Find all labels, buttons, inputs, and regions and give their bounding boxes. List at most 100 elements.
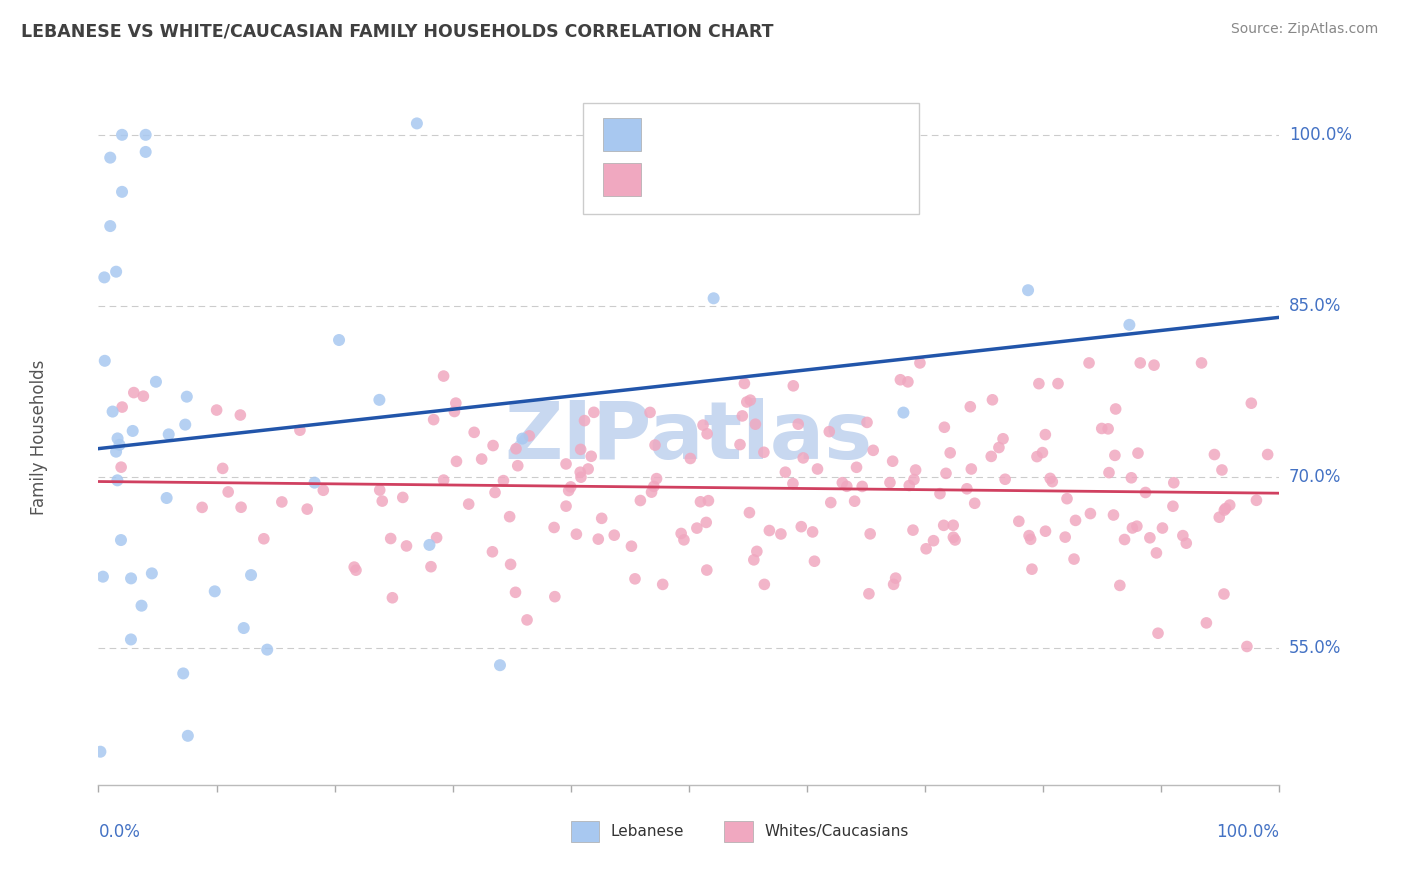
Point	[121, 424, 143, 438]
Point	[758, 524, 780, 538]
FancyBboxPatch shape	[571, 822, 599, 842]
Point	[1135, 485, 1157, 500]
Point	[172, 666, 194, 681]
Point	[1064, 513, 1087, 527]
Point	[135, 128, 157, 142]
Point	[943, 533, 966, 547]
Point	[695, 516, 717, 530]
Point	[457, 497, 479, 511]
Point	[669, 526, 692, 541]
Point	[1098, 466, 1121, 480]
Point	[806, 462, 828, 476]
Point	[98, 219, 121, 233]
Point	[901, 523, 924, 537]
Point	[1144, 546, 1167, 560]
Point	[371, 494, 394, 508]
Point	[1213, 587, 1236, 601]
Point	[576, 462, 599, 476]
Point	[856, 416, 879, 430]
Point	[879, 475, 901, 490]
Point	[686, 521, 709, 535]
Point	[1040, 475, 1063, 489]
Point	[835, 479, 858, 493]
Point	[232, 621, 254, 635]
Point	[1008, 514, 1031, 528]
Point	[803, 554, 825, 568]
Point	[1056, 491, 1078, 506]
FancyBboxPatch shape	[582, 103, 920, 214]
Point	[177, 729, 200, 743]
Point	[368, 392, 391, 407]
Point	[297, 502, 319, 516]
Point	[731, 409, 754, 423]
Point	[939, 446, 962, 460]
Point	[1161, 500, 1184, 514]
FancyBboxPatch shape	[724, 822, 752, 842]
Point	[443, 404, 465, 418]
Point	[1175, 536, 1198, 550]
Text: ZIPatlas: ZIPatlas	[505, 398, 873, 476]
Point	[915, 541, 938, 556]
Point	[844, 494, 866, 508]
Point	[1097, 422, 1119, 436]
Point	[304, 475, 326, 490]
Point	[270, 495, 292, 509]
Point	[422, 412, 444, 426]
Point	[934, 420, 956, 434]
Text: 85.0%: 85.0%	[1289, 297, 1341, 315]
Point	[328, 333, 350, 347]
Point	[344, 563, 367, 577]
Point	[960, 462, 983, 476]
Point	[942, 530, 965, 544]
Text: Whites/Caucasians: Whites/Caucasians	[765, 824, 908, 839]
Text: N = 45: N = 45	[783, 126, 851, 144]
Point	[624, 572, 647, 586]
Point	[956, 482, 979, 496]
Point	[107, 432, 129, 446]
Point	[897, 375, 920, 389]
Point	[696, 426, 718, 441]
Point	[744, 417, 766, 432]
Text: 70.0%: 70.0%	[1289, 468, 1341, 486]
Point	[1091, 421, 1114, 435]
Point	[560, 480, 582, 494]
Point	[211, 461, 233, 475]
Point	[1143, 358, 1166, 372]
Point	[1019, 533, 1042, 547]
Point	[883, 577, 905, 591]
Point	[288, 423, 311, 437]
Point	[1211, 463, 1233, 477]
Point	[381, 591, 404, 605]
Point	[591, 511, 613, 525]
Point	[745, 544, 768, 558]
Point	[820, 495, 842, 509]
Point	[1047, 376, 1070, 391]
Point	[1240, 396, 1263, 410]
Point	[574, 414, 596, 428]
Point	[555, 499, 578, 513]
Point	[672, 533, 695, 547]
Point	[987, 441, 1010, 455]
Point	[628, 493, 651, 508]
Point	[555, 457, 578, 471]
Point	[679, 451, 702, 466]
Point	[1078, 356, 1101, 370]
Point	[433, 369, 456, 384]
Point	[557, 483, 579, 498]
Text: N = 198: N = 198	[783, 170, 863, 188]
Point	[368, 483, 391, 497]
Point	[1246, 493, 1268, 508]
Point	[738, 506, 761, 520]
Point	[395, 539, 418, 553]
Point	[787, 417, 810, 432]
Point	[697, 493, 720, 508]
Point	[498, 509, 520, 524]
Text: R = 0.393: R = 0.393	[655, 126, 745, 144]
Point	[1152, 521, 1174, 535]
Point	[647, 175, 669, 189]
Point	[651, 577, 673, 591]
Point	[569, 470, 592, 484]
Point	[1219, 498, 1241, 512]
Point	[380, 532, 402, 546]
Point	[963, 496, 986, 510]
